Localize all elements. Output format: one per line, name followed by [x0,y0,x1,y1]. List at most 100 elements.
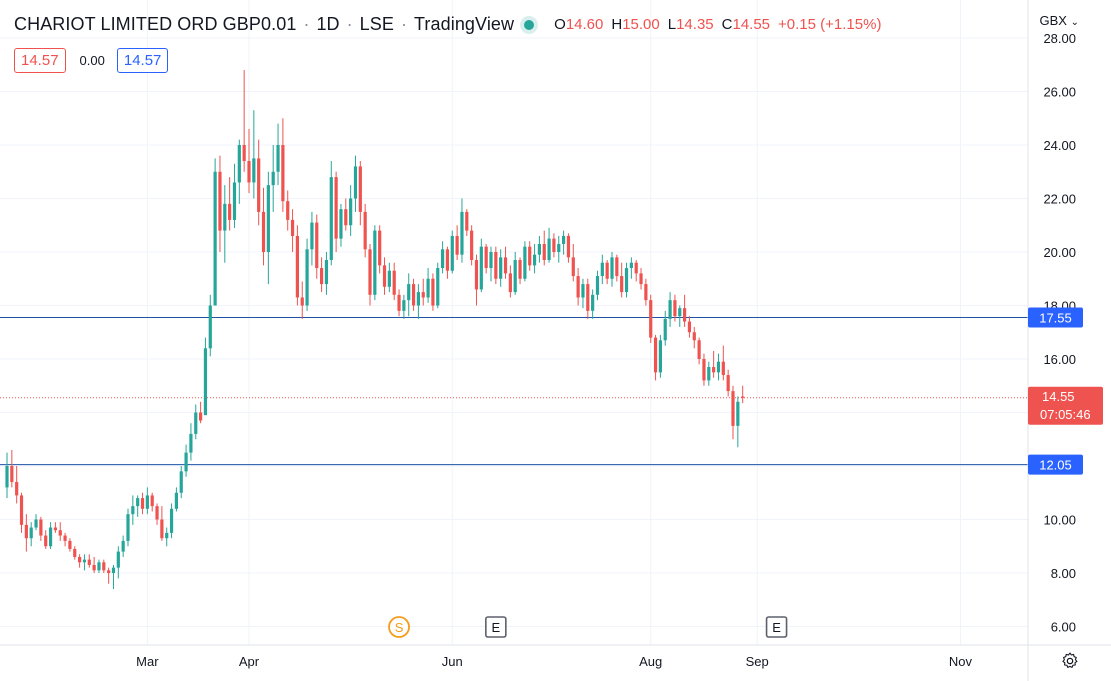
candle-body[interactable] [450,235,454,271]
candle-body[interactable] [276,145,280,172]
candle-body[interactable] [678,308,682,317]
candle-body[interactable] [629,262,633,269]
candle-body[interactable] [305,249,309,306]
candle-body[interactable] [78,556,82,563]
candle-body[interactable] [741,396,745,398]
candle-body[interactable] [242,145,246,162]
candle-body[interactable] [421,292,425,298]
candle-body[interactable] [63,535,67,541]
candle-body[interactable] [295,235,299,298]
candle-body[interactable] [416,292,420,306]
candle-body[interactable] [169,508,174,533]
candle-body[interactable] [600,262,604,277]
candle-body[interactable] [373,230,377,295]
earnings-event-icon[interactable] [765,616,788,638]
candle-body[interactable] [92,564,96,571]
candle-body[interactable] [687,321,692,333]
candle-body[interactable] [53,527,57,531]
candle-body[interactable] [315,222,319,269]
candles[interactable] [5,70,745,590]
candle-body[interactable] [300,297,304,306]
horizontal-lines[interactable] [0,317,1028,466]
candle-body[interactable] [160,519,164,539]
candle-body[interactable] [247,161,251,183]
candle-body[interactable] [537,243,541,255]
candle-body[interactable] [257,158,261,212]
candle-body[interactable] [702,359,706,381]
candle-body[interactable] [252,158,256,183]
candle-body[interactable] [107,570,111,573]
candle-body[interactable] [203,348,208,416]
candle-body[interactable] [136,498,140,507]
candle-body[interactable] [508,273,512,293]
candle-body[interactable] [586,284,590,311]
candle-body[interactable] [436,268,440,306]
candle-body[interactable] [426,278,430,298]
candle-body[interactable] [441,249,445,269]
bid-button[interactable]: 14.57 [14,48,66,73]
candle-body[interactable] [184,452,188,472]
candle-body[interactable] [407,284,411,301]
candle-body[interactable] [261,211,266,252]
candle-body[interactable] [334,177,338,239]
candle-body[interactable] [591,294,595,311]
candle-body[interactable] [363,211,367,250]
candle-body[interactable] [344,209,348,226]
candle-body[interactable] [552,238,556,252]
candle-body[interactable] [484,246,488,269]
candle-body[interactable] [48,527,53,547]
candle-body[interactable] [692,332,696,341]
candle-body[interactable] [34,519,38,528]
candle-body[interactable] [726,375,730,392]
candle-body[interactable] [736,401,740,426]
candle-body[interactable] [445,249,450,271]
candle-body[interactable] [683,308,687,322]
candle-body[interactable] [707,367,711,381]
candle-body[interactable] [542,243,546,261]
candle-body[interactable] [649,300,653,338]
candle-body[interactable] [39,519,43,536]
candle-body[interactable] [131,506,135,515]
candle-body[interactable] [610,257,614,279]
candle-body[interactable] [465,211,469,231]
candle-body[interactable] [547,238,551,261]
candle-body[interactable] [479,246,483,290]
candle-body[interactable] [102,562,106,571]
candle-body[interactable] [232,182,237,220]
candle-body[interactable] [324,260,329,285]
candle-body[interactable] [266,185,270,252]
candle-body[interactable] [82,559,87,563]
candle-body[interactable] [411,284,416,306]
candle-body[interactable] [150,495,154,507]
candle-body[interactable] [503,257,508,274]
candle-body[interactable] [218,171,222,231]
candle-body[interactable] [634,262,638,274]
candle-body[interactable] [68,540,72,549]
candle-body[interactable] [576,276,580,298]
split-event-icon[interactable] [388,616,410,638]
price-axis[interactable]: 28.0026.0024.0022.0020.0018.0016.0014.00… [1027,0,1076,681]
candle-body[interactable] [644,284,648,301]
candle-body[interactable] [19,495,24,525]
candle-body[interactable] [73,548,77,557]
candle-body[interactable] [58,530,62,536]
candle-body[interactable] [5,466,9,488]
candle-body[interactable] [310,222,314,250]
candle-body[interactable] [615,257,619,277]
gear-icon[interactable] [1060,651,1080,671]
earnings-event-icon[interactable] [485,616,507,638]
candle-body[interactable] [281,145,285,202]
candle-body[interactable] [712,367,716,373]
candle-body[interactable] [378,230,382,266]
candle-body[interactable] [329,177,333,261]
candle-body[interactable] [673,300,677,317]
candle-body[interactable] [121,540,125,552]
candle-body[interactable] [523,246,527,279]
candle-body[interactable] [189,433,193,453]
candle-body[interactable] [145,495,149,509]
candle-body[interactable] [44,535,48,547]
candle-body[interactable] [624,268,629,293]
candle-body[interactable] [489,252,493,269]
candle-body[interactable] [455,235,459,255]
